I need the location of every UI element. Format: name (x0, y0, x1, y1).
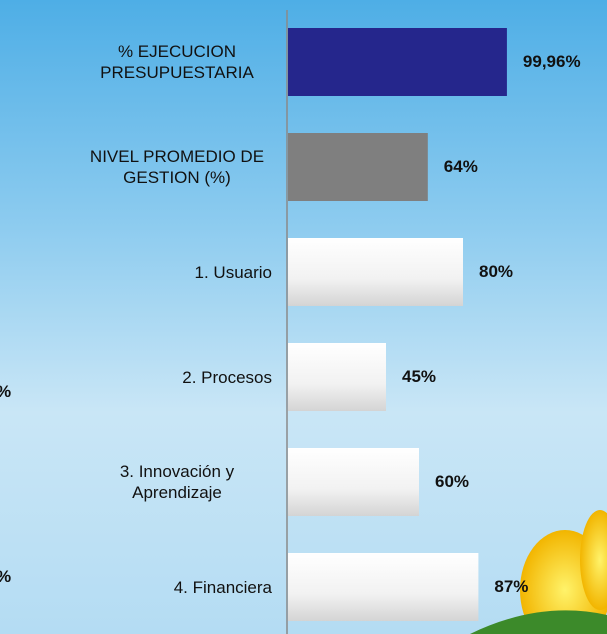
bar (288, 28, 507, 96)
category-label-text: 2. Procesos (182, 367, 272, 387)
value-label-text: 80% (479, 262, 514, 281)
bar (288, 133, 428, 201)
value-label-text: 64% (443, 157, 478, 176)
bar (288, 343, 386, 411)
category-label: NIVEL PROMEDIO DE GESTION (%) (72, 132, 272, 202)
category-label-text: 1. Usuario (194, 262, 272, 282)
bar (288, 448, 419, 516)
flower-decoration (470, 510, 607, 634)
value-label-text: 60% (435, 472, 470, 491)
category-label-text: NIVEL PROMEDIO DE GESTION (%) (89, 147, 265, 187)
cropped-label: % (0, 382, 11, 402)
bar (288, 238, 463, 306)
bar (288, 553, 479, 621)
category-label: % EJECUCION PRESUPUESTARIA (72, 27, 272, 97)
value-label-text: 87% (494, 577, 529, 596)
value-label: 99,96% (523, 27, 581, 97)
category-label: 3. Innovación y Aprendizaje (72, 447, 272, 517)
category-label: 2. Procesos (72, 342, 272, 412)
category-label: 1. Usuario (72, 237, 272, 307)
value-label: 80% (479, 237, 513, 307)
value-label-text: 45% (402, 367, 437, 386)
category-label: 4. Financiera (72, 552, 272, 622)
value-label: 60% (435, 447, 469, 517)
category-label-text: 3. Innovación y Aprendizaje (119, 462, 235, 502)
value-label: 87% (494, 552, 528, 622)
cropped-label: % (0, 567, 11, 587)
value-label: 64% (444, 132, 478, 202)
value-label: 45% (402, 342, 436, 412)
category-label-text: % EJECUCION PRESUPUESTARIA (100, 42, 254, 82)
value-label-text: 99,96% (522, 52, 581, 71)
category-label-text: 4. Financiera (173, 577, 272, 597)
